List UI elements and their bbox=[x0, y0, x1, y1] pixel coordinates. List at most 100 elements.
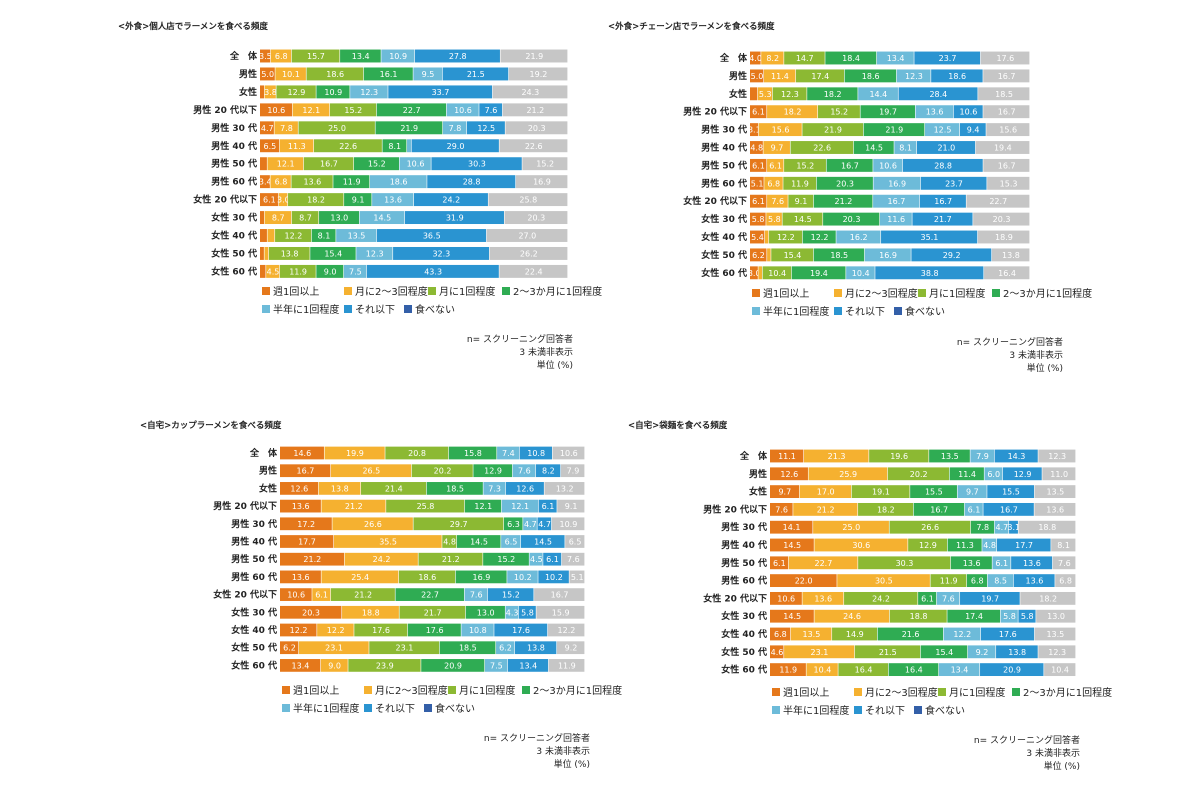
legend-label: 2～3か月に1回程度 bbox=[513, 285, 602, 298]
bar-segment bbox=[288, 193, 344, 207]
data-label: 22.6 bbox=[525, 142, 543, 151]
data-label: 6.1 bbox=[546, 555, 559, 564]
data-label: 20.9 bbox=[444, 661, 462, 670]
bar-segment bbox=[536, 605, 585, 619]
bar-segment bbox=[966, 194, 1030, 208]
data-label: 6.1 bbox=[542, 502, 555, 511]
data-label: 12.5 bbox=[934, 126, 952, 135]
bar-segment bbox=[799, 485, 852, 499]
legend-swatch bbox=[428, 287, 436, 295]
bar-segment bbox=[950, 556, 992, 570]
bar-segment bbox=[266, 264, 280, 278]
bar-segment bbox=[321, 499, 386, 513]
bar-segment bbox=[919, 194, 966, 208]
data-label: 5.8 bbox=[1021, 612, 1034, 621]
data-label: 9.4 bbox=[967, 126, 980, 135]
bar-segment bbox=[280, 446, 324, 460]
bar-segment bbox=[279, 139, 314, 153]
bar-segment bbox=[487, 588, 534, 601]
data-label: 6.0 bbox=[987, 470, 1000, 479]
bar-segment bbox=[512, 464, 536, 478]
category-label: 女性 60 代 bbox=[721, 664, 767, 676]
bar-segment bbox=[788, 556, 858, 570]
data-label: 16.7 bbox=[1000, 505, 1018, 514]
data-label: 11.1 bbox=[778, 452, 796, 461]
legend-swatch bbox=[992, 289, 1000, 297]
category-label: 女性 60 代 bbox=[701, 267, 747, 279]
bar-segment bbox=[770, 609, 814, 623]
bar-segment bbox=[333, 535, 442, 548]
data-label: 33.7 bbox=[432, 88, 450, 97]
bar-segment bbox=[881, 230, 978, 244]
bar-segment bbox=[1002, 467, 1042, 481]
bar-segment bbox=[938, 663, 980, 677]
data-label: 14.5 bbox=[534, 538, 552, 547]
bar-segment bbox=[267, 229, 275, 242]
category-label: 男性 50 代 bbox=[721, 557, 767, 569]
data-label: 21.0 bbox=[937, 144, 955, 153]
data-label: 16.9 bbox=[888, 179, 906, 188]
legend-swatch bbox=[502, 287, 510, 295]
bar-segment bbox=[369, 641, 440, 655]
data-label: 16.7 bbox=[998, 161, 1016, 170]
legend-label: 半年に1回程度 bbox=[273, 303, 339, 316]
bar-segment bbox=[260, 67, 275, 81]
bar-segment bbox=[557, 499, 585, 513]
bar-segment bbox=[333, 175, 370, 189]
bar-segment bbox=[270, 175, 291, 189]
bar-segment bbox=[876, 51, 914, 65]
data-label: 18.6 bbox=[862, 72, 880, 81]
data-label: 8.1 bbox=[318, 232, 331, 241]
data-label: 20.3 bbox=[993, 215, 1011, 224]
category-label: 女性 20 代以下 bbox=[213, 589, 277, 601]
bar-segment bbox=[344, 552, 418, 566]
data-label: 15.6 bbox=[772, 126, 790, 135]
legend-label: 月に2～3回程度 bbox=[355, 285, 428, 298]
bar-segment bbox=[750, 212, 766, 226]
data-label: 26.2 bbox=[520, 249, 538, 258]
bar-segment bbox=[770, 467, 808, 481]
data-label: 6.8 bbox=[767, 179, 780, 188]
bar-segment bbox=[978, 87, 1030, 101]
legend-swatch bbox=[894, 307, 902, 315]
bar-segment bbox=[260, 175, 270, 189]
data-label: 15.2 bbox=[497, 555, 515, 564]
data-label: 19.2 bbox=[530, 70, 548, 79]
bar-segment bbox=[504, 211, 568, 225]
legend-swatch bbox=[772, 706, 780, 714]
legend-label: 半年に1回程度 bbox=[763, 305, 829, 318]
data-label: 28.4 bbox=[929, 90, 947, 99]
data-label: 26.6 bbox=[921, 523, 939, 532]
bar-segment bbox=[817, 105, 860, 119]
category-label: 男性 40 代 bbox=[211, 140, 257, 152]
bar-segment bbox=[750, 123, 759, 137]
bar-segment bbox=[1052, 556, 1076, 570]
data-label: 13.0 bbox=[477, 608, 495, 617]
data-label: 16.4 bbox=[998, 269, 1016, 278]
data-label: 5.8 bbox=[752, 215, 765, 224]
bar-segment bbox=[1038, 645, 1076, 659]
data-label: 12.3 bbox=[1048, 648, 1066, 657]
data-label: 24.2 bbox=[872, 594, 890, 603]
data-label: 13.5 bbox=[348, 232, 366, 241]
data-label: 27.0 bbox=[518, 232, 536, 241]
data-label: 17.6 bbox=[372, 626, 390, 635]
bar-segment bbox=[970, 520, 995, 534]
bar-segment bbox=[825, 51, 877, 65]
category-label: 女性 bbox=[239, 86, 257, 98]
bar-segment bbox=[561, 552, 585, 566]
data-label: 5.8 bbox=[521, 608, 534, 617]
bar-segment bbox=[844, 69, 897, 83]
note-text: 単位 (%) bbox=[1044, 760, 1080, 772]
bar-segment bbox=[802, 591, 844, 605]
data-label: 16.7 bbox=[320, 160, 338, 169]
bar-segment bbox=[502, 103, 568, 117]
data-label: 28.8 bbox=[463, 178, 481, 187]
data-label: 10.4 bbox=[1051, 666, 1069, 675]
data-label: 22.7 bbox=[814, 559, 832, 568]
bar-segment bbox=[260, 211, 265, 225]
bar-segment bbox=[1034, 485, 1076, 499]
bar-segment bbox=[764, 230, 769, 244]
data-label: 6.1 bbox=[752, 197, 765, 206]
bar-segment bbox=[350, 85, 388, 99]
